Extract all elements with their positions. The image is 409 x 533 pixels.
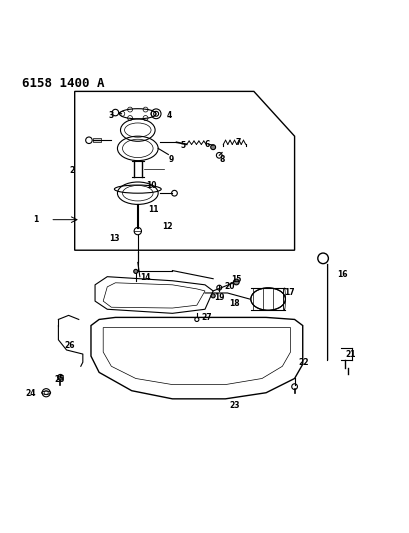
Text: 14: 14: [139, 273, 150, 282]
Text: 1: 1: [33, 215, 38, 224]
Circle shape: [211, 294, 215, 298]
Text: 9: 9: [168, 155, 173, 164]
Text: 27: 27: [200, 313, 211, 322]
Text: 15: 15: [231, 276, 241, 285]
Text: 3: 3: [108, 111, 113, 120]
Text: 11: 11: [148, 205, 158, 214]
Text: 12: 12: [162, 222, 172, 231]
Text: 19: 19: [214, 293, 224, 302]
Text: 7: 7: [235, 138, 240, 147]
Text: 24: 24: [25, 389, 36, 398]
Text: 5: 5: [180, 141, 185, 150]
Circle shape: [133, 269, 137, 273]
Text: 18: 18: [229, 300, 240, 309]
Text: 23: 23: [229, 401, 239, 410]
Circle shape: [210, 145, 215, 150]
Text: 13: 13: [109, 235, 119, 243]
Text: 25: 25: [54, 375, 65, 384]
Circle shape: [233, 279, 238, 285]
Text: 6158 1400 A: 6158 1400 A: [22, 77, 104, 90]
Text: 10: 10: [146, 181, 156, 190]
Text: 26: 26: [64, 342, 75, 350]
Text: 21: 21: [345, 350, 355, 359]
Text: 20: 20: [224, 281, 234, 290]
Text: 22: 22: [298, 358, 308, 367]
Text: 2: 2: [69, 166, 74, 175]
Text: 4: 4: [166, 111, 171, 120]
Text: 17: 17: [284, 288, 294, 297]
Text: 8: 8: [219, 155, 224, 164]
Bar: [93, 138, 101, 142]
Text: 6: 6: [204, 140, 210, 149]
Text: 16: 16: [337, 270, 347, 279]
